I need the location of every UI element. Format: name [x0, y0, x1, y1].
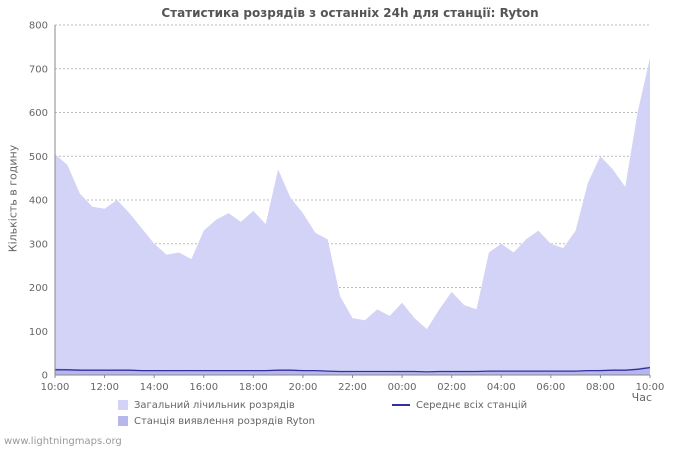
svg-text:02:00: 02:00 [437, 382, 466, 393]
legend-label-average: Середнє всіх станцій [416, 399, 528, 411]
svg-text:600: 600 [29, 108, 48, 119]
svg-text:10:00: 10:00 [636, 382, 665, 393]
svg-text:22:00: 22:00 [338, 382, 367, 393]
svg-text:06:00: 06:00 [536, 382, 565, 393]
chart-title: Статистика розрядів з останніх 24h для с… [161, 6, 539, 20]
svg-text:700: 700 [29, 64, 48, 75]
total-series-swatch [118, 400, 128, 410]
svg-text:04:00: 04:00 [487, 382, 516, 393]
svg-text:16:00: 16:00 [189, 382, 218, 393]
chart-legend: Загальний лічильник розрядів Середнє всі… [118, 397, 527, 429]
svg-text:10:00: 10:00 [41, 382, 70, 393]
svg-text:0: 0 [42, 371, 48, 382]
station-series-swatch [118, 416, 128, 426]
svg-text:18:00: 18:00 [239, 382, 268, 393]
svg-text:12:00: 12:00 [90, 382, 119, 393]
legend-label-total: Загальний лічильник розрядів [134, 399, 295, 411]
x-axis-label: Час [631, 391, 652, 404]
svg-text:20:00: 20:00 [289, 382, 318, 393]
legend-item-total: Загальний лічильник розрядів [118, 400, 392, 411]
svg-text:00:00: 00:00 [388, 382, 417, 393]
svg-text:200: 200 [29, 283, 48, 294]
watermark-link[interactable]: www.lightningmaps.org [4, 436, 122, 447]
average-series-swatch [392, 404, 410, 406]
svg-text:14:00: 14:00 [140, 382, 169, 393]
legend-label-station: Станція виявлення розрядів Ryton [134, 415, 315, 427]
svg-text:100: 100 [29, 327, 48, 338]
legend-item-average: Середнє всіх станцій [392, 400, 527, 411]
svg-text:400: 400 [29, 196, 48, 207]
svg-text:08:00: 08:00 [586, 382, 615, 393]
svg-text:500: 500 [29, 152, 48, 163]
svg-text:300: 300 [29, 239, 48, 250]
legend-item-station: Станція виявлення розрядів Ryton [118, 416, 392, 427]
svg-text:800: 800 [29, 21, 48, 32]
